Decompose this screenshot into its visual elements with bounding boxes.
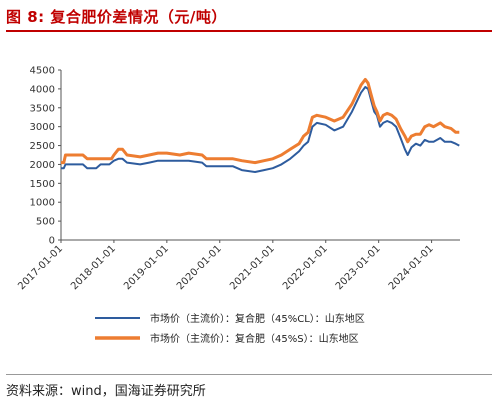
x-tick-label: 2024-01-01 <box>387 243 436 292</box>
line-chart: 0 500 1000 1500 2000 2500 3000 3500 4000 4500 2017… <box>16 66 460 345</box>
y-tick-label: 1000 <box>30 198 55 209</box>
x-tick-label: 2017-01-01 <box>16 243 65 292</box>
source-divider <box>6 374 492 375</box>
figure-title: 图 8: 复合肥价差情况（元/吨） <box>6 6 227 27</box>
legend-label-2: 市场价（主流价）：复合肥（45%S）：山东地区 <box>150 332 359 345</box>
series-line-1 <box>61 86 460 173</box>
source-note: 资料来源：wind，国海证券研究所 <box>6 384 206 399</box>
x-tick-label: 2022-01-01 <box>281 243 330 292</box>
y-tick-label: 4500 <box>30 66 55 77</box>
legend-label-1: 市场价（主流价）：复合肥（45%CL）：山东地区 <box>150 312 365 325</box>
figure-title-text: 复合肥价差情况（元/吨） <box>50 8 227 26</box>
x-tick-label: 2021-01-01 <box>228 243 277 292</box>
y-tick-label: 3500 <box>30 103 55 114</box>
y-tick-label: 500 <box>36 217 55 228</box>
x-tick-label: 2023-01-01 <box>334 243 383 292</box>
y-tick-label: 4000 <box>30 84 55 95</box>
figure-label: 图 8: <box>6 8 45 26</box>
series-line-2 <box>61 77 460 165</box>
y-tick-label: 2000 <box>30 160 55 171</box>
y-tick-label: 2500 <box>30 141 55 152</box>
y-tick-label: 3000 <box>30 122 55 133</box>
x-tick-label: 2019-01-01 <box>122 243 171 292</box>
y-tick-label: 1500 <box>30 179 55 190</box>
y-tick-label: 0 <box>49 236 55 247</box>
x-tick-label: 2018-01-01 <box>69 243 118 292</box>
x-tick-label: 2020-01-01 <box>175 243 224 292</box>
title-underline <box>6 30 492 32</box>
